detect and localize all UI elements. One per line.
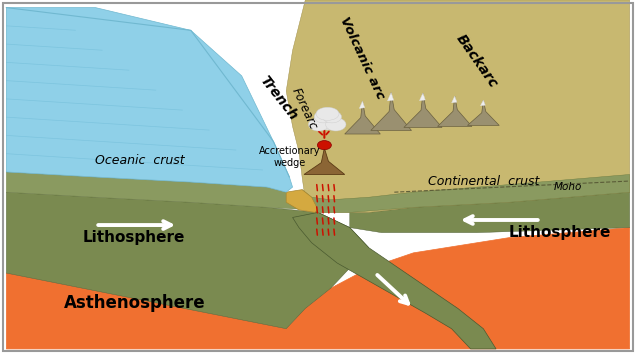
Polygon shape xyxy=(371,92,411,131)
Text: Trench: Trench xyxy=(257,74,300,124)
Polygon shape xyxy=(387,92,394,101)
Polygon shape xyxy=(438,96,472,126)
Polygon shape xyxy=(481,100,485,106)
Text: Continental  crust: Continental crust xyxy=(427,175,539,188)
Ellipse shape xyxy=(314,111,332,123)
Ellipse shape xyxy=(317,141,331,150)
Text: Oceanic  crust: Oceanic crust xyxy=(95,154,185,167)
Polygon shape xyxy=(6,228,630,349)
Polygon shape xyxy=(350,192,630,233)
Text: Lithosphere: Lithosphere xyxy=(83,230,185,245)
Polygon shape xyxy=(452,96,457,103)
Ellipse shape xyxy=(315,114,340,130)
Polygon shape xyxy=(467,100,499,125)
Polygon shape xyxy=(6,192,369,329)
Polygon shape xyxy=(286,0,630,212)
Text: Backarc: Backarc xyxy=(453,31,501,90)
Ellipse shape xyxy=(316,107,339,120)
Polygon shape xyxy=(359,101,364,108)
Polygon shape xyxy=(420,93,425,101)
Ellipse shape xyxy=(326,118,346,131)
Polygon shape xyxy=(293,212,496,349)
Polygon shape xyxy=(404,93,442,127)
Text: Asthenosphere: Asthenosphere xyxy=(64,295,205,313)
Text: Forearc: Forearc xyxy=(289,86,319,132)
Text: Accretionary
wedge: Accretionary wedge xyxy=(259,146,320,167)
Polygon shape xyxy=(302,175,630,212)
Ellipse shape xyxy=(308,118,329,131)
Polygon shape xyxy=(6,7,293,192)
Polygon shape xyxy=(286,190,318,212)
Text: Moho: Moho xyxy=(553,182,582,192)
Polygon shape xyxy=(6,172,318,212)
Text: Volcanic arc: Volcanic arc xyxy=(338,15,387,102)
Polygon shape xyxy=(345,101,380,134)
Text: Lithosphere: Lithosphere xyxy=(509,225,611,240)
Ellipse shape xyxy=(322,111,342,123)
Polygon shape xyxy=(304,148,345,175)
